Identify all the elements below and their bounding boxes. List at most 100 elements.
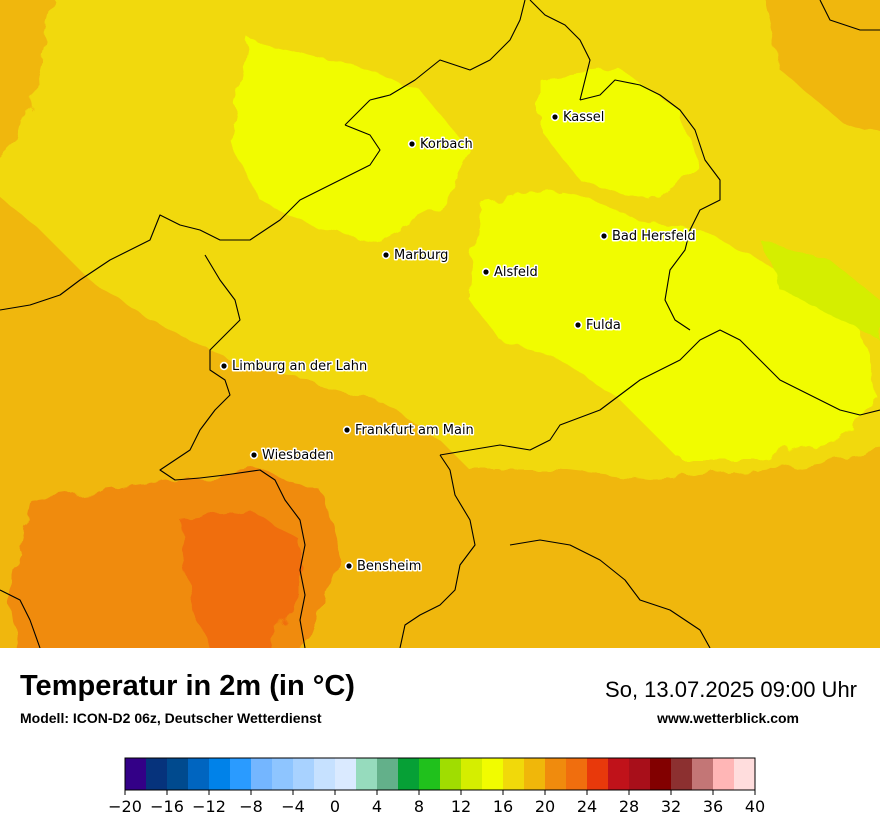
zone-14-16-kassel (540, 70, 700, 200)
temperature-field (0, 0, 880, 648)
city-label: Korbach (420, 137, 473, 152)
legend-swatch (314, 758, 336, 790)
legend-tick-label: 36 (703, 797, 723, 816)
legend-tick-labels: −20 −16 −12 −8 −4 0 4 8 12 16 20 24 28 32 36 40 (108, 790, 765, 816)
city-marburg: Marburg (381, 247, 450, 265)
temperature-map[interactable]: Kassel Korbach Bad Hersfeld Marburg Alsfeld F… (0, 0, 880, 648)
legend-swatch (692, 758, 714, 790)
map-title: Temperatur in 2m (in °C) (20, 670, 355, 702)
legend-tick-label: 0 (330, 797, 340, 816)
legend-tick-label: 12 (451, 797, 471, 816)
city-fulda: Fulda (573, 317, 622, 335)
city-label: Bensheim (357, 559, 421, 574)
city-frankfurt-am-main: Frankfurt am Main (342, 422, 475, 440)
legend-tick-label: 16 (493, 797, 513, 816)
legend-swatch (503, 758, 525, 790)
legend-tick-label: −16 (150, 797, 184, 816)
city-bensheim: Bensheim (344, 558, 423, 576)
city-dot (407, 139, 417, 149)
city-wiesbaden: Wiesbaden (249, 447, 335, 465)
legend-swatch (398, 758, 420, 790)
city-bad-hersfeld: Bad Hersfeld (599, 228, 697, 246)
legend-tick-label: −4 (281, 797, 305, 816)
city-label: Fulda (586, 318, 621, 333)
border-west-north (0, 124, 381, 311)
legend-swatch (734, 758, 756, 790)
legend-swatch (209, 758, 231, 790)
city-label: Marburg (394, 248, 448, 263)
border-ne (529, 0, 591, 101)
legend-swatch (230, 758, 252, 790)
legend-swatch (587, 758, 609, 790)
legend-swatch (524, 758, 546, 790)
zone-12-14 (760, 240, 880, 340)
map-canvas: Kassel Korbach Bad Hersfeld Marburg Alsfeld F… (0, 0, 880, 648)
city-label: Wiesbaden (262, 448, 334, 463)
legend-tick-label: −20 (108, 797, 142, 816)
city-dot (550, 112, 560, 122)
color-legend: −20 −16 −12 −8 −4 0 4 8 12 16 20 24 28 32 36 40 (108, 757, 765, 816)
legend-tick-label: −8 (239, 797, 263, 816)
legend-tick-label: 24 (577, 797, 597, 816)
city-kassel: Kassel (550, 109, 606, 127)
legend-swatch (650, 758, 672, 790)
border-south-bottom (509, 539, 711, 648)
legend-swatch (188, 758, 210, 790)
border-south (399, 454, 476, 648)
legend-swatch (545, 758, 567, 790)
zone-14-16-north (230, 40, 470, 240)
city-dot (599, 231, 609, 241)
border-north-2 (344, 99, 371, 126)
legend-swatch (293, 758, 315, 790)
border-north (369, 0, 526, 101)
legend-swatch (419, 758, 441, 790)
city-dot (573, 320, 583, 330)
legend-swatch (167, 758, 189, 790)
legend-swatch (482, 758, 504, 790)
legend-swatch (566, 758, 588, 790)
legend-tick-label: 40 (745, 797, 765, 816)
border-south-east (439, 329, 880, 456)
zone-18-20-ne (764, 0, 880, 134)
website-link[interactable]: www.wetterblick.com (657, 710, 799, 726)
city-dot (481, 267, 491, 277)
zone-22-24 (180, 510, 300, 648)
map-footer: Temperatur in 2m (in °C) Modell: ICON-D2… (0, 648, 880, 830)
city-label: Kassel (563, 110, 604, 125)
legend-swatch (146, 758, 168, 790)
border-far-ne (819, 0, 880, 31)
border-rhine (0, 589, 41, 648)
border-south-west (199, 469, 306, 648)
city-limburg-an-der-lahn: Limburg an der Lahn (219, 358, 369, 376)
legend-tick-label: 32 (661, 797, 681, 816)
city-alsfeld: Alsfeld (481, 264, 539, 282)
city-dot (381, 250, 391, 260)
city-label: Limburg an der Lahn (232, 359, 367, 374)
zone-18-20-nw (0, 0, 55, 160)
city-dot (249, 450, 259, 460)
legend-border (124, 757, 756, 791)
legend-swatch (671, 758, 693, 790)
legend-swatch (608, 758, 630, 790)
legend-swatch (461, 758, 483, 790)
legend-tick-label: 4 (372, 797, 382, 816)
legend-tick-label: 20 (535, 797, 555, 816)
border-west (159, 254, 241, 481)
legend-swatch (125, 758, 147, 790)
city-label: Bad Hersfeld (612, 229, 696, 244)
legend-tick-label: 28 (619, 797, 639, 816)
legend-tick-label: 8 (414, 797, 424, 816)
model-info: Modell: ICON-D2 06z, Deutscher Wetterdie… (20, 710, 322, 726)
city-dot (219, 361, 229, 371)
legend-swatch (272, 758, 294, 790)
legend-swatch (440, 758, 462, 790)
city-dot (342, 425, 352, 435)
city-label: Alsfeld (494, 265, 538, 280)
legend-color-bar (124, 757, 756, 791)
zone-14-16-east (470, 190, 880, 460)
legend-swatch (629, 758, 651, 790)
border-east (579, 79, 721, 331)
legend-swatch (356, 758, 378, 790)
legend-swatch (335, 758, 357, 790)
forecast-datetime: So, 13.07.2025 09:00 Uhr (605, 677, 857, 702)
